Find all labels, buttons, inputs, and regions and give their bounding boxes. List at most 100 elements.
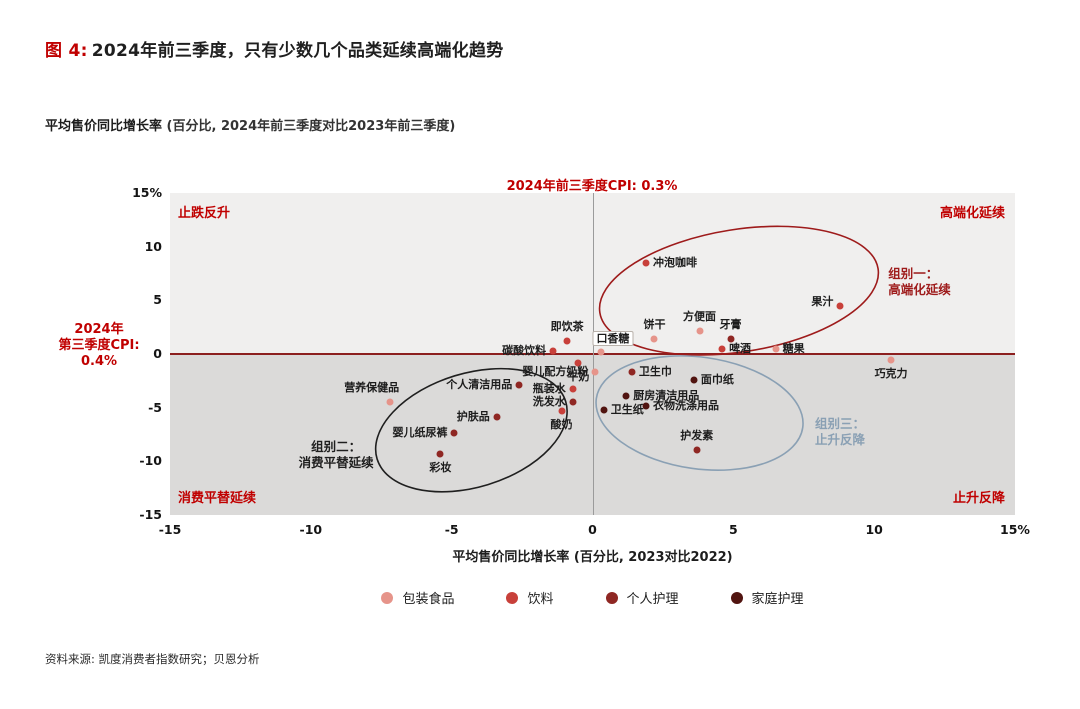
figure-number-label: 图 4: xyxy=(45,41,88,61)
data-point xyxy=(693,446,701,454)
data-point-label: 护发素 xyxy=(680,428,714,442)
data-point-label: 巧克力 xyxy=(874,367,908,381)
figure-title: 图 4: 2024年前三季度，只有少数几个品类延续高端化趋势 xyxy=(45,36,504,61)
data-point-label: 营养保健品 xyxy=(344,381,400,395)
data-point xyxy=(772,345,780,353)
plot-area: 止跌反升 高端化延续 消费平替延续 止升反降 组别一： 高端化延续 组别二： 消费平替… xyxy=(170,193,1015,515)
data-point-label: 碳酸饮料 xyxy=(502,343,547,357)
group-3-label: 组别三： 止升反降 xyxy=(815,416,865,448)
legend-item: 个人护理 xyxy=(605,588,679,607)
group-3-label-line: 止升反降 xyxy=(815,432,866,448)
data-point xyxy=(597,348,605,356)
x-tick-label: -5 xyxy=(444,522,459,537)
data-point-label: 洗发水 xyxy=(532,395,566,409)
data-point xyxy=(450,429,458,437)
data-point-label: 糖果 xyxy=(782,341,805,355)
y-tick-label: 10 xyxy=(144,238,162,254)
source-note: 资料来源: 凯度消费者指数研究；贝恩分析 xyxy=(45,652,260,666)
data-point-label: 即饮茶 xyxy=(550,320,584,334)
data-point xyxy=(591,368,599,376)
data-point-label: 个人清洁用品 xyxy=(446,378,513,392)
figure-title-text: 2024年前三季度，只有少数几个品类延续高端化趋势 xyxy=(91,41,504,61)
data-point xyxy=(718,345,726,353)
x-tick-label: -15 xyxy=(158,522,182,537)
data-point-label: 婴儿配方奶粉 xyxy=(522,365,589,379)
data-point xyxy=(836,302,844,310)
data-point-label: 厨房清洁用品 xyxy=(633,388,700,402)
data-point-label: 口香糖 xyxy=(592,330,634,346)
group-1-label: 组别一： 高端化延续 xyxy=(888,266,951,298)
group-1-label-line: 组别一： xyxy=(888,265,939,281)
data-point xyxy=(642,259,650,267)
subtitle-note: (百分比, 2024年前三季度对比2023年前三季度) xyxy=(166,119,456,134)
legend-label: 包装食品 xyxy=(402,592,455,607)
legend-label: 饮料 xyxy=(527,592,554,607)
data-point xyxy=(569,398,577,406)
group-2-label-line: 消费平替延续 xyxy=(298,454,374,470)
group-3-label-line: 组别三： xyxy=(815,416,866,432)
legend-dot-icon xyxy=(506,591,519,604)
left-cpi-line-1: 2024年 xyxy=(74,322,124,337)
data-point xyxy=(436,450,444,458)
y-tick-label: -15 xyxy=(139,507,162,522)
x-tick-label: 10 xyxy=(865,522,883,537)
legend-item: 家庭护理 xyxy=(730,588,804,607)
data-point-label: 饼干 xyxy=(643,317,666,331)
data-point-label: 婴儿纸尿裤 xyxy=(392,426,448,440)
data-point-label: 果汁 xyxy=(811,294,834,308)
data-point xyxy=(887,356,895,364)
data-point-label: 啤酒 xyxy=(729,341,752,355)
legend-dot-icon xyxy=(381,591,394,604)
data-point-label: 衣物洗涤用品 xyxy=(653,398,720,412)
left-cpi-line-2: 第三季度CPI: xyxy=(58,338,140,353)
quadrant-label-top-left: 止跌反升 xyxy=(178,206,231,221)
data-point-label: 酸奶 xyxy=(550,417,573,431)
y-tick-label: -10 xyxy=(139,453,162,469)
data-point-label: 牙膏 xyxy=(719,317,742,331)
x-tick-label: 0 xyxy=(588,522,597,537)
x-tick-label: -10 xyxy=(299,522,323,537)
legend-dot-icon xyxy=(605,591,618,604)
data-point-label: 彩妆 xyxy=(429,460,452,474)
data-point xyxy=(493,413,501,421)
quadrant-label-bottom-right: 止升反降 xyxy=(952,491,1005,506)
chart-subtitle: 平均售价同比增长率 (百分比, 2024年前三季度对比2023年前三季度) xyxy=(45,115,455,134)
y-tick-label: -5 xyxy=(148,399,162,415)
left-cpi-line-3: 0.4% xyxy=(80,354,118,369)
legend-label: 个人护理 xyxy=(626,592,679,607)
data-point-label: 瓶装水 xyxy=(532,382,566,396)
data-point-label: 冲泡咖啡 xyxy=(653,255,698,269)
data-point-label: 卫生纸 xyxy=(610,402,644,416)
x-tick-label: 5 xyxy=(728,522,738,537)
data-point xyxy=(650,335,658,343)
y-tick-label: 15% xyxy=(132,185,162,200)
y-tick-label: 5 xyxy=(153,292,162,308)
legend-item: 包装食品 xyxy=(381,588,454,607)
data-point xyxy=(622,392,630,400)
quadrant-label-bottom-left: 消费平替延续 xyxy=(178,491,257,506)
data-point xyxy=(574,359,582,367)
data-point xyxy=(515,381,523,389)
data-point-label: 方便面 xyxy=(683,310,717,324)
group-2-label: 组别二： 消费平替延续 xyxy=(299,439,374,471)
data-point xyxy=(690,376,698,384)
subtitle-metric: 平均售价同比增长率 xyxy=(45,119,163,134)
data-point xyxy=(563,337,571,345)
left-cpi-annotation: 2024年 第三季度CPI: 0.4% xyxy=(40,322,158,370)
x-axis-title: 平均售价同比增长率 (百分比, 2023对比2022) xyxy=(452,550,733,565)
quadrant-label-top-right: 高端化延续 xyxy=(939,206,1005,221)
data-point xyxy=(558,407,566,415)
data-point xyxy=(696,327,704,335)
data-point xyxy=(600,406,608,414)
group-2-label-line: 组别二： xyxy=(311,438,362,454)
legend-dot-icon xyxy=(730,591,743,604)
x-tick-label: 15% xyxy=(1000,522,1030,537)
data-point-label: 卫生巾 xyxy=(638,365,672,379)
data-point xyxy=(386,398,394,406)
y-zero-axis-line xyxy=(592,193,594,515)
legend-item: 饮料 xyxy=(506,588,554,607)
legend-label: 家庭护理 xyxy=(751,592,804,607)
legend: 包装食品 饮料 个人护理 家庭护理 xyxy=(170,588,1015,607)
data-point xyxy=(628,368,636,376)
